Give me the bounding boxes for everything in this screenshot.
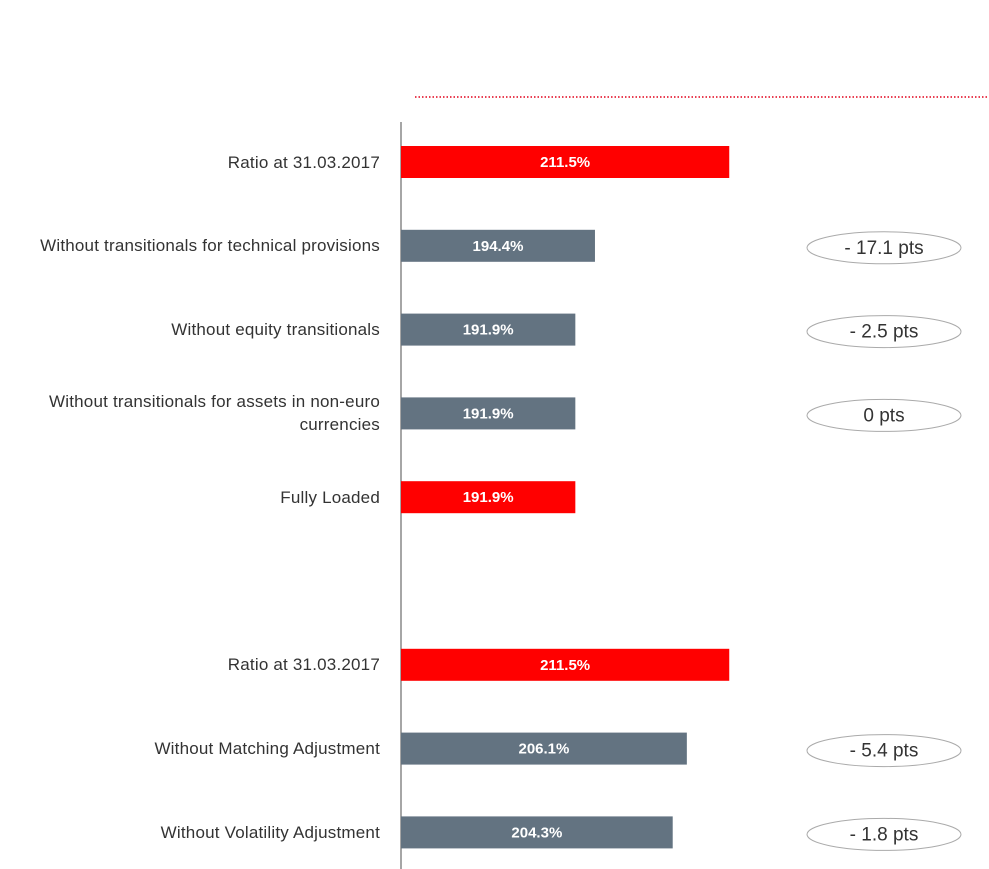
value-label: 206.1% <box>518 741 569 758</box>
impact-label: - 5.4 pts <box>850 741 919 762</box>
bar <box>401 648 730 681</box>
category-label: Without Volatility Adjustment <box>160 822 380 842</box>
bar <box>401 146 730 178</box>
value-label: 191.9% <box>463 405 514 422</box>
bar <box>401 481 576 514</box>
value-label: 194.4% <box>473 238 524 255</box>
category-label: Without transitionals for technical prov… <box>40 236 380 256</box>
impact-badge <box>806 315 962 349</box>
value-label: 191.9% <box>463 489 514 506</box>
impact-label: - 17.1 pts <box>844 238 923 259</box>
impact-label: - 1.8 pts <box>850 824 919 845</box>
value-label: 211.5% <box>540 154 590 171</box>
bar <box>401 816 673 849</box>
category-label: Without equity transitionals <box>171 320 380 340</box>
impact-badge <box>806 734 962 768</box>
impact-badge <box>806 231 962 265</box>
value-label: 191.9% <box>463 322 514 339</box>
category-label: Ratio at 31.03.2017 <box>227 152 380 172</box>
category-label: Without Matching Adjustment <box>154 739 380 759</box>
value-label: 204.3% <box>511 824 562 841</box>
bar <box>401 397 576 430</box>
impact-label: 0 pts <box>863 405 904 426</box>
bar <box>401 313 576 346</box>
category-label: Without transitionals for assets in non-… <box>48 392 380 435</box>
category-label: Fully Loaded <box>280 487 380 507</box>
category-label: Ratio at 31.03.2017 <box>227 655 380 675</box>
bar <box>401 732 687 765</box>
bar <box>401 229 595 262</box>
impact-badge <box>806 398 962 432</box>
impact-badge <box>806 817 962 851</box>
impact-label: - 2.5 pts <box>850 322 919 343</box>
value-label: 211.5% <box>540 657 590 674</box>
